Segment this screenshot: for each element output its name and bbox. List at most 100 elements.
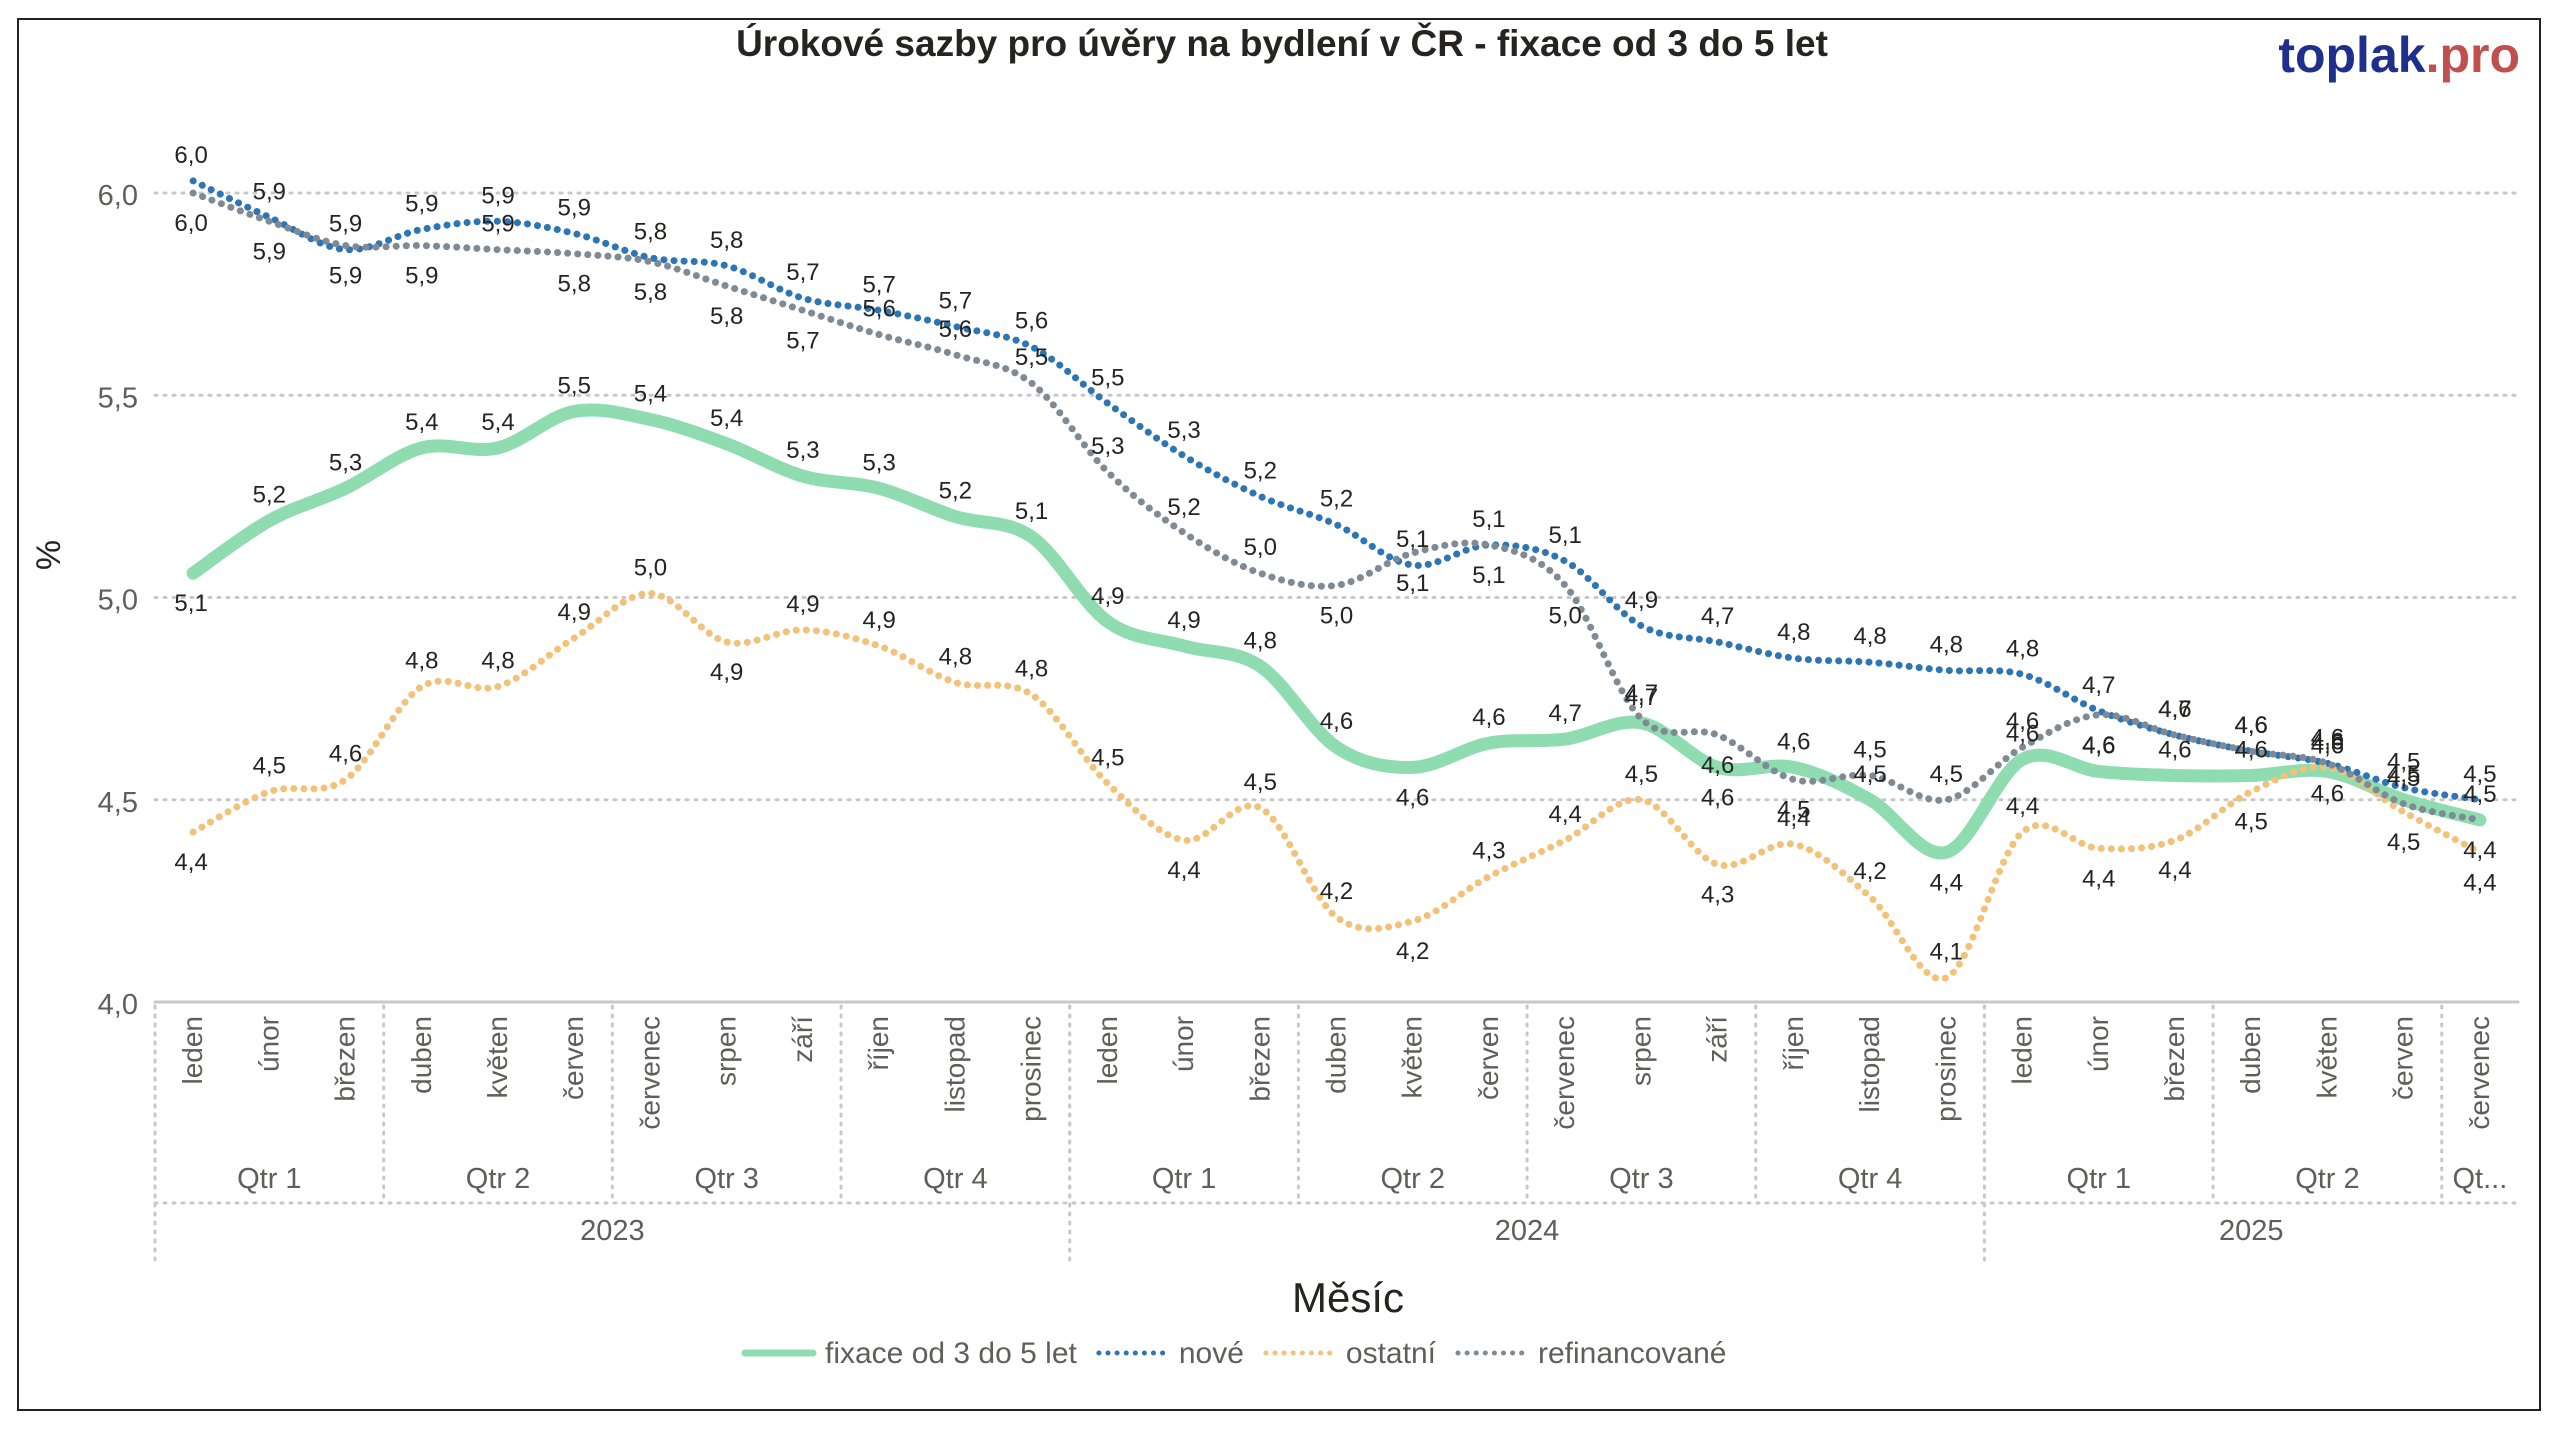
x-tick-month: listopad	[939, 1016, 970, 1113]
data-label-fixace-od-3-do-5-let: 4,6	[2235, 736, 2268, 763]
data-label-ostatn-: 4,4	[2006, 793, 2039, 820]
legend-label: refinancované	[1538, 1337, 1726, 1370]
legend-label: fixace od 3 do 5 let	[825, 1337, 1078, 1370]
data-label-ostatn-: 4,2	[1853, 858, 1886, 885]
data-label-fixace-od-3-do-5-let: 4,6	[1777, 728, 1810, 755]
data-label-fixace-od-3-do-5-let: 4,7	[1548, 700, 1581, 727]
data-label-nov-: 4,6	[2311, 724, 2344, 751]
data-label-refinancovan-: 5,6	[862, 296, 895, 323]
series-layer	[186, 177, 2487, 983]
data-label-ostatn-: 4,5	[2387, 829, 2420, 856]
x-axis-title: Měsíc	[1292, 1274, 1404, 1321]
legend-item-refinancovan-[interactable]: refinancované	[1455, 1337, 1726, 1370]
data-label-ostatn-: 4,9	[558, 599, 591, 626]
data-labels: 5,1 5,2 5,3 5,4 5,4 5,5 5,4 5,4 5,3 5,3 5,2 5,1 4,9 4…	[174, 142, 2496, 966]
legend-label: nové	[1179, 1337, 1244, 1370]
legend-item-ostatn-[interactable]: ostatní	[1263, 1337, 1437, 1370]
data-label-nov-: 5,2	[1320, 486, 1353, 513]
data-label-ostatn-: 4,5	[1244, 769, 1277, 796]
y-tick-label: 6,0	[98, 180, 138, 212]
legend-item-fixace-od-3-do-5-let[interactable]: fixace od 3 do 5 let	[741, 1337, 1078, 1370]
data-label-fixace-od-3-do-5-let: 4,5	[2463, 781, 2496, 808]
data-label-fixace-od-3-do-5-let: 4,6	[2158, 736, 2191, 763]
data-label-fixace-od-3-do-5-let: 4,5	[1853, 761, 1886, 788]
data-label-ostatn-: 4,6	[2311, 728, 2344, 755]
data-label-fixace-od-3-do-5-let: 4,6	[1396, 784, 1429, 811]
data-label-refinancovan-: 5,7	[786, 327, 819, 354]
data-label-nov-: 5,8	[634, 219, 667, 246]
data-label-fixace-od-3-do-5-let: 5,5	[558, 372, 591, 399]
x-tick-month: březen	[1244, 1016, 1275, 1102]
data-label-ostatn-: 4,4	[2158, 857, 2191, 884]
data-label-fixace-od-3-do-5-let: 5,4	[405, 409, 438, 436]
x-tick-quarter: Qtr 3	[694, 1163, 758, 1195]
data-label-fixace-od-3-do-5-let: 4,9	[1167, 607, 1200, 634]
x-tick-quarter: Qtr 2	[2295, 1163, 2359, 1195]
data-label-nov-: 4,7	[1701, 603, 1734, 630]
data-label-fixace-od-3-do-5-let: 4,6	[2006, 720, 2039, 747]
x-tick-month: červen	[2388, 1016, 2419, 1100]
legend: fixace od 3 do 5 let nové ostatní refinanco…	[741, 1337, 1726, 1370]
data-label-nov-: 5,9	[405, 190, 438, 217]
x-tick-month: leden	[2007, 1016, 2038, 1085]
data-label-fixace-od-3-do-5-let: 4,6	[1472, 704, 1505, 731]
y-tick-label: 4,5	[98, 787, 138, 819]
data-label-refinancovan-: 5,1	[1396, 570, 1429, 597]
data-label-ostatn-: 5,0	[634, 554, 667, 581]
grid-lines	[153, 191, 2520, 1004]
x-tick-month: prosinec	[1016, 1016, 1047, 1122]
data-label-nov-: 5,9	[481, 182, 514, 209]
data-label-fixace-od-3-do-5-let: 5,4	[710, 405, 743, 432]
x-tick-quarter: Qtr 1	[1152, 1163, 1216, 1195]
data-label-ostatn-: 4,5	[253, 753, 286, 780]
data-label-nov-: 5,7	[786, 259, 819, 286]
data-label-ostatn-: 4,8	[405, 647, 438, 674]
x-tick-quarter: Qtr 4	[923, 1163, 987, 1195]
data-label-fixace-od-3-do-5-let: 5,2	[253, 482, 286, 509]
data-label-refinancovan-: 5,9	[481, 211, 514, 238]
data-label-nov-: 4,5	[2387, 749, 2420, 776]
x-tick-month: prosinec	[1930, 1016, 1961, 1122]
x-tick-month: srpen	[1625, 1016, 1656, 1086]
x-tick-month: září	[1702, 1016, 1733, 1063]
x-tick-month: červenec	[2464, 1016, 2495, 1130]
x-tick-month: květen	[2311, 1016, 2342, 1099]
data-label-refinancovan-: 4,5	[2387, 765, 2420, 792]
data-label-refinancovan-: 5,0	[1320, 602, 1353, 629]
data-label-ostatn-: 4,8	[939, 643, 972, 670]
data-label-fixace-od-3-do-5-let: 4,6	[1320, 708, 1353, 735]
series-line-nov-	[189, 177, 2484, 804]
data-label-refinancovan-: 4,5	[1777, 797, 1810, 824]
x-tick-quarter: Qtr 3	[1609, 1163, 1673, 1195]
data-label-ostatn-: 4,4	[2082, 865, 2115, 892]
x-tick-month: srpen	[711, 1016, 742, 1086]
data-label-refinancovan-: 4,6	[1701, 752, 1734, 779]
data-label-fixace-od-3-do-5-let: 5,3	[786, 437, 819, 464]
x-tick-quarter: Qtr 2	[466, 1163, 530, 1195]
data-label-nov-: 5,8	[710, 227, 743, 254]
data-label-fixace-od-3-do-5-let: 4,5	[2387, 761, 2420, 788]
brand-logo: toplak.pro	[2278, 27, 2520, 83]
x-tick-month: červen	[558, 1016, 589, 1100]
data-label-fixace-od-3-do-5-let: 5,4	[481, 409, 514, 436]
data-label-ostatn-: 4,3	[1472, 838, 1505, 865]
data-label-refinancovan-: 5,9	[329, 263, 362, 290]
data-label-refinancovan-: 5,5	[1015, 344, 1048, 371]
x-tick-month: červenec	[634, 1016, 665, 1130]
x-tick-year: 2023	[580, 1215, 645, 1247]
data-label-nov-: 6,0	[174, 142, 207, 169]
data-label-ostatn-: 4,8	[1015, 656, 1048, 683]
data-label-ostatn-: 4,4	[1548, 801, 1581, 828]
legend-label: ostatní	[1346, 1337, 1437, 1370]
data-label-nov-: 4,8	[1853, 623, 1886, 650]
data-label-nov-: 5,6	[1015, 308, 1048, 335]
data-label-refinancovan-: 4,6	[2311, 780, 2344, 807]
data-label-ostatn-: 4,4	[2463, 869, 2496, 896]
data-label-ostatn-: 4,5	[1625, 761, 1658, 788]
legend-item-nov-[interactable]: nové	[1096, 1337, 1244, 1370]
data-label-nov-: 5,1	[1548, 522, 1581, 549]
x-tick-month: leden	[1092, 1016, 1123, 1085]
data-label-refinancovan-: 4,7	[1625, 680, 1658, 707]
data-label-fixace-od-3-do-5-let: 4,8	[1244, 627, 1277, 654]
y-tick-label: 5,5	[98, 382, 138, 414]
